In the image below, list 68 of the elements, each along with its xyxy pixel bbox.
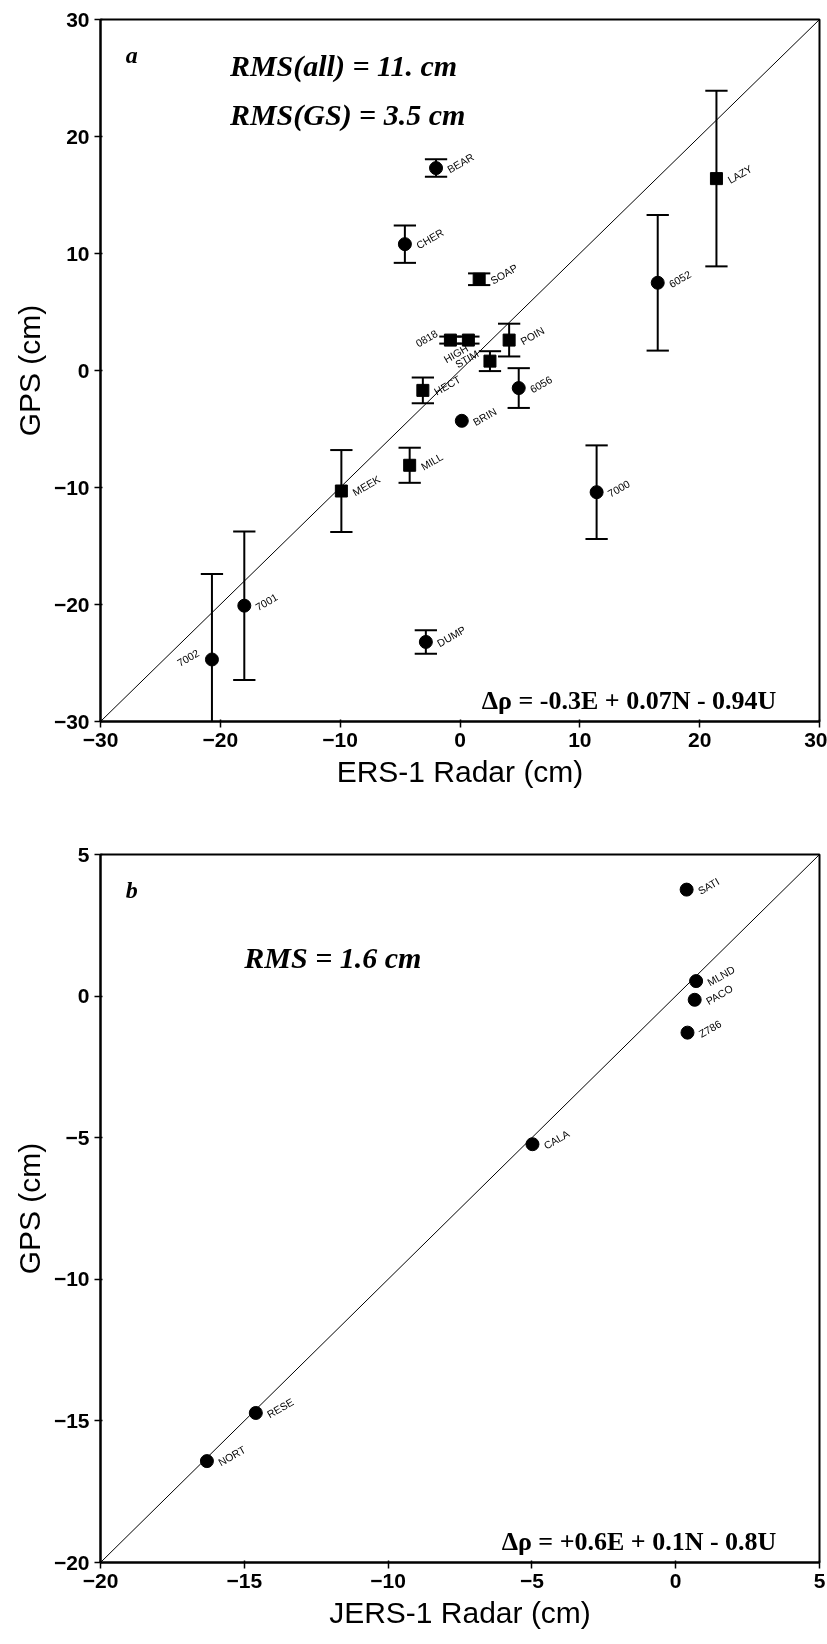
annotation: Δρ = +0.6E + 0.1N - 0.8U xyxy=(501,1526,777,1556)
y-tick-label: 10 xyxy=(66,241,90,265)
point xyxy=(525,1137,540,1152)
x-tick-label: −10 xyxy=(370,1568,406,1592)
annotation: MILL xyxy=(418,450,446,473)
x-tick-label: −15 xyxy=(226,1568,263,1592)
y-tick-label: −5 xyxy=(65,1125,90,1149)
point xyxy=(418,634,433,649)
point xyxy=(709,172,723,186)
point xyxy=(687,992,702,1007)
y-tick-label: −10 xyxy=(53,475,90,499)
annotation: 6056 xyxy=(527,373,555,396)
y-tick-label: 5 xyxy=(77,842,90,866)
point xyxy=(397,237,412,252)
point xyxy=(650,275,665,290)
point xyxy=(502,333,516,347)
point xyxy=(511,381,526,396)
x-tick-label: 20 xyxy=(687,727,712,751)
point xyxy=(689,974,704,989)
y-axis-title: GPS (cm) xyxy=(12,1142,46,1275)
x-tick-label: 5 xyxy=(813,1568,826,1592)
annotation: RMS = 1.6 cm xyxy=(243,940,422,974)
y-tick-label: 0 xyxy=(77,984,90,1008)
y-tick-label: 30 xyxy=(66,7,90,31)
point xyxy=(204,652,219,667)
point xyxy=(416,383,430,397)
annotation: RMS(all) = 11. cm xyxy=(228,48,458,83)
point xyxy=(589,485,604,500)
y-axis-title: GPS (cm) xyxy=(12,304,46,437)
point xyxy=(429,161,444,176)
annotation: 6052 xyxy=(666,267,694,290)
point xyxy=(248,1405,263,1420)
x-axis-title: ERS-1 Radar (cm) xyxy=(336,754,584,788)
annotation: 0818 xyxy=(413,327,440,350)
point xyxy=(199,1454,214,1469)
annotation: b xyxy=(125,876,138,903)
x-tick-label: −10 xyxy=(322,727,358,751)
y-tick-label: −15 xyxy=(53,1408,90,1432)
x-tick-label: 0 xyxy=(669,1568,682,1592)
x-tick-label: 10 xyxy=(568,727,592,751)
point xyxy=(454,413,469,428)
x-tick-label: −20 xyxy=(202,727,239,751)
annotation: 7000 xyxy=(605,477,632,500)
y-tick-label: −30 xyxy=(53,709,90,733)
point xyxy=(461,333,475,347)
point xyxy=(443,333,457,347)
y-tick-label: −20 xyxy=(53,1550,90,1574)
y-tick-label: −10 xyxy=(53,1267,90,1291)
annotation: Δρ = -0.3E + 0.07N - 0.94U xyxy=(481,685,777,715)
x-tick-label: 0 xyxy=(454,727,466,751)
y-tick-label: 0 xyxy=(77,358,90,382)
annotation: RMS(GS) = 3.5 cm xyxy=(228,97,466,132)
point xyxy=(403,458,417,472)
annotation: SATI xyxy=(695,875,722,897)
point xyxy=(472,272,486,286)
y-tick-label: 20 xyxy=(66,124,90,148)
point xyxy=(680,1025,695,1040)
point xyxy=(237,598,252,613)
annotation: 7002 xyxy=(174,646,202,669)
x-axis-title: JERS-1 Radar (cm) xyxy=(329,1595,591,1629)
x-tick-label: −5 xyxy=(519,1568,545,1592)
point xyxy=(334,484,348,498)
x-tick-label: 30 xyxy=(804,727,827,751)
y-tick-label: −20 xyxy=(53,592,90,616)
annotation: 7001 xyxy=(253,590,280,613)
point xyxy=(483,354,497,368)
annotation: a xyxy=(125,41,138,68)
point xyxy=(679,882,694,897)
